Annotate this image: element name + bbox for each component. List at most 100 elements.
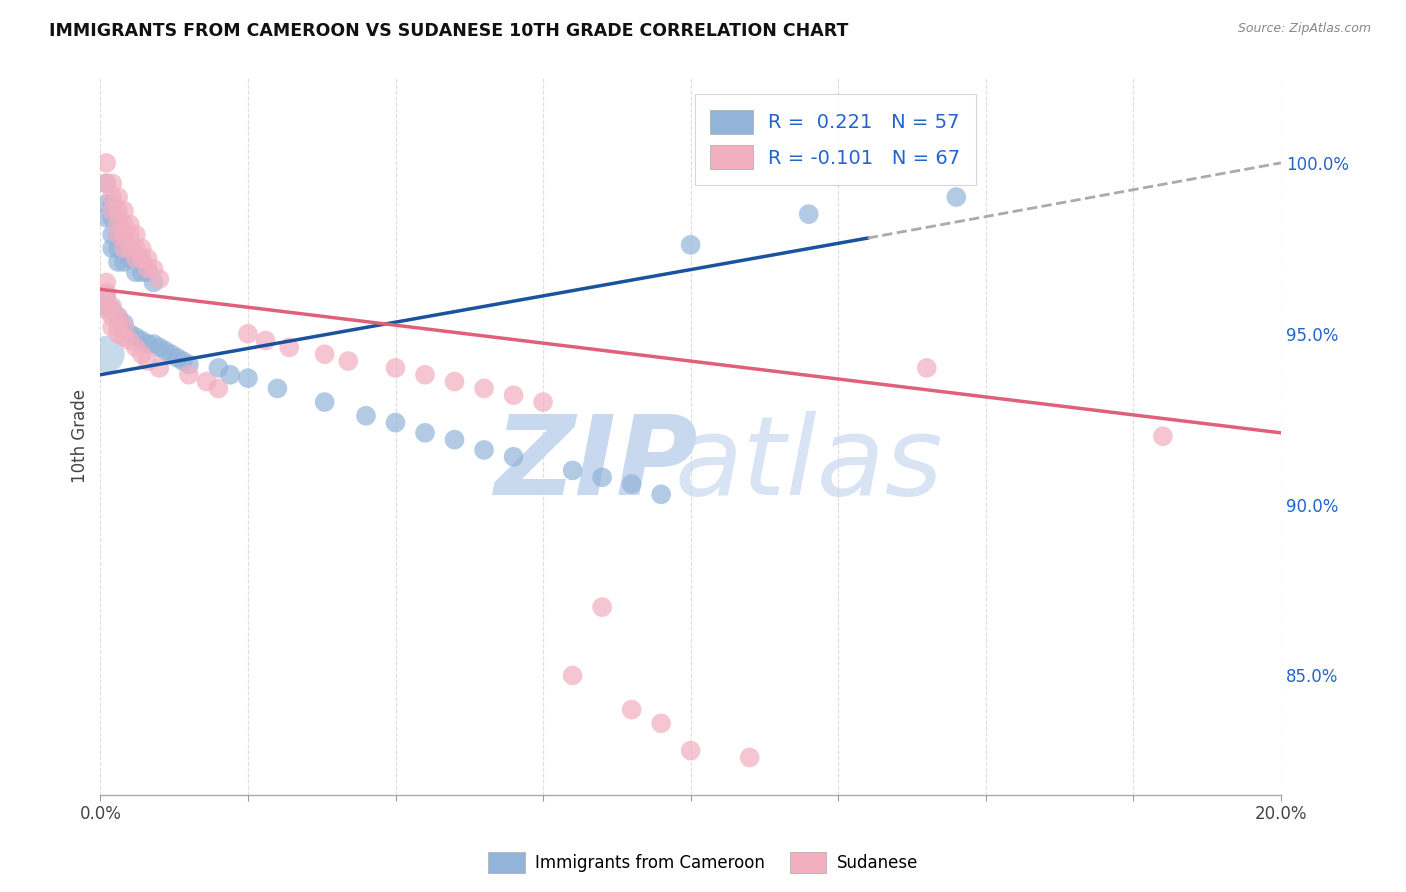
Point: [131, 252, 153, 266]
Point: [112, 227, 135, 242]
Text: Source: ZipAtlas.com: Source: ZipAtlas.com: [1237, 22, 1371, 36]
Point: [531, 395, 554, 409]
Point: [131, 265, 153, 279]
Point: [112, 330, 135, 344]
Point: [107, 255, 129, 269]
Point: [112, 241, 135, 255]
Point: [195, 375, 218, 389]
Point: [591, 600, 613, 615]
Point: [112, 317, 135, 331]
Point: [96, 276, 118, 290]
Point: [136, 265, 159, 279]
Point: [125, 241, 148, 255]
Point: [125, 227, 148, 242]
Point: [101, 310, 124, 324]
Point: [160, 347, 183, 361]
Point: [945, 190, 967, 204]
Point: [96, 289, 118, 303]
Point: [107, 241, 129, 255]
Text: ZIP: ZIP: [495, 411, 697, 518]
Point: [131, 334, 153, 348]
Point: [118, 218, 141, 232]
Point: [118, 227, 141, 242]
Point: [679, 744, 702, 758]
Point: [101, 197, 124, 211]
Point: [148, 360, 170, 375]
Point: [107, 218, 129, 232]
Point: [125, 252, 148, 266]
Point: [107, 211, 129, 225]
Point: [650, 487, 672, 501]
Point: [101, 211, 124, 225]
Point: [172, 354, 194, 368]
Point: [96, 285, 118, 300]
Point: [561, 463, 583, 477]
Point: [112, 323, 135, 337]
Point: [101, 319, 124, 334]
Point: [131, 255, 153, 269]
Point: [472, 381, 495, 395]
Point: [125, 340, 148, 354]
Point: [107, 310, 129, 324]
Point: [177, 368, 200, 382]
Point: [101, 203, 124, 218]
Point: [125, 252, 148, 266]
Point: [107, 310, 129, 324]
Point: [278, 340, 301, 354]
Point: [236, 326, 259, 341]
Point: [561, 668, 583, 682]
Point: [142, 337, 165, 351]
Point: [107, 227, 129, 242]
Point: [96, 299, 118, 313]
Point: [155, 343, 177, 358]
Text: atlas: atlas: [675, 411, 943, 518]
Point: [236, 371, 259, 385]
Point: [131, 347, 153, 361]
Point: [266, 381, 288, 395]
Point: [620, 477, 643, 491]
Point: [797, 207, 820, 221]
Point: [118, 252, 141, 266]
Point: [96, 347, 118, 361]
Point: [112, 319, 135, 334]
Point: [166, 351, 188, 365]
Point: [96, 211, 118, 225]
Legend: Immigrants from Cameroon, Sudanese: Immigrants from Cameroon, Sudanese: [481, 846, 925, 880]
Y-axis label: 10th Grade: 10th Grade: [72, 389, 89, 483]
Point: [207, 360, 229, 375]
Point: [207, 381, 229, 395]
Point: [112, 241, 135, 255]
Point: [101, 227, 124, 242]
Point: [413, 368, 436, 382]
Legend: R =  0.221   N = 57, R = -0.101   N = 67: R = 0.221 N = 57, R = -0.101 N = 67: [695, 95, 976, 185]
Point: [384, 416, 406, 430]
Point: [148, 272, 170, 286]
Point: [107, 319, 129, 334]
Point: [136, 252, 159, 266]
Point: [148, 340, 170, 354]
Point: [502, 388, 524, 402]
Point: [443, 433, 465, 447]
Point: [96, 177, 118, 191]
Point: [118, 241, 141, 255]
Point: [679, 238, 702, 252]
Point: [314, 395, 336, 409]
Point: [112, 203, 135, 218]
Point: [413, 425, 436, 440]
Point: [107, 227, 129, 242]
Point: [254, 334, 277, 348]
Point: [125, 265, 148, 279]
Point: [1152, 429, 1174, 443]
Point: [112, 218, 135, 232]
Point: [96, 177, 118, 191]
Point: [314, 347, 336, 361]
Point: [502, 450, 524, 464]
Point: [738, 750, 761, 764]
Point: [591, 470, 613, 484]
Point: [620, 703, 643, 717]
Text: IMMIGRANTS FROM CAMEROON VS SUDANESE 10TH GRADE CORRELATION CHART: IMMIGRANTS FROM CAMEROON VS SUDANESE 10T…: [49, 22, 849, 40]
Point: [337, 354, 360, 368]
Point: [96, 197, 118, 211]
Point: [131, 241, 153, 255]
Point: [142, 276, 165, 290]
